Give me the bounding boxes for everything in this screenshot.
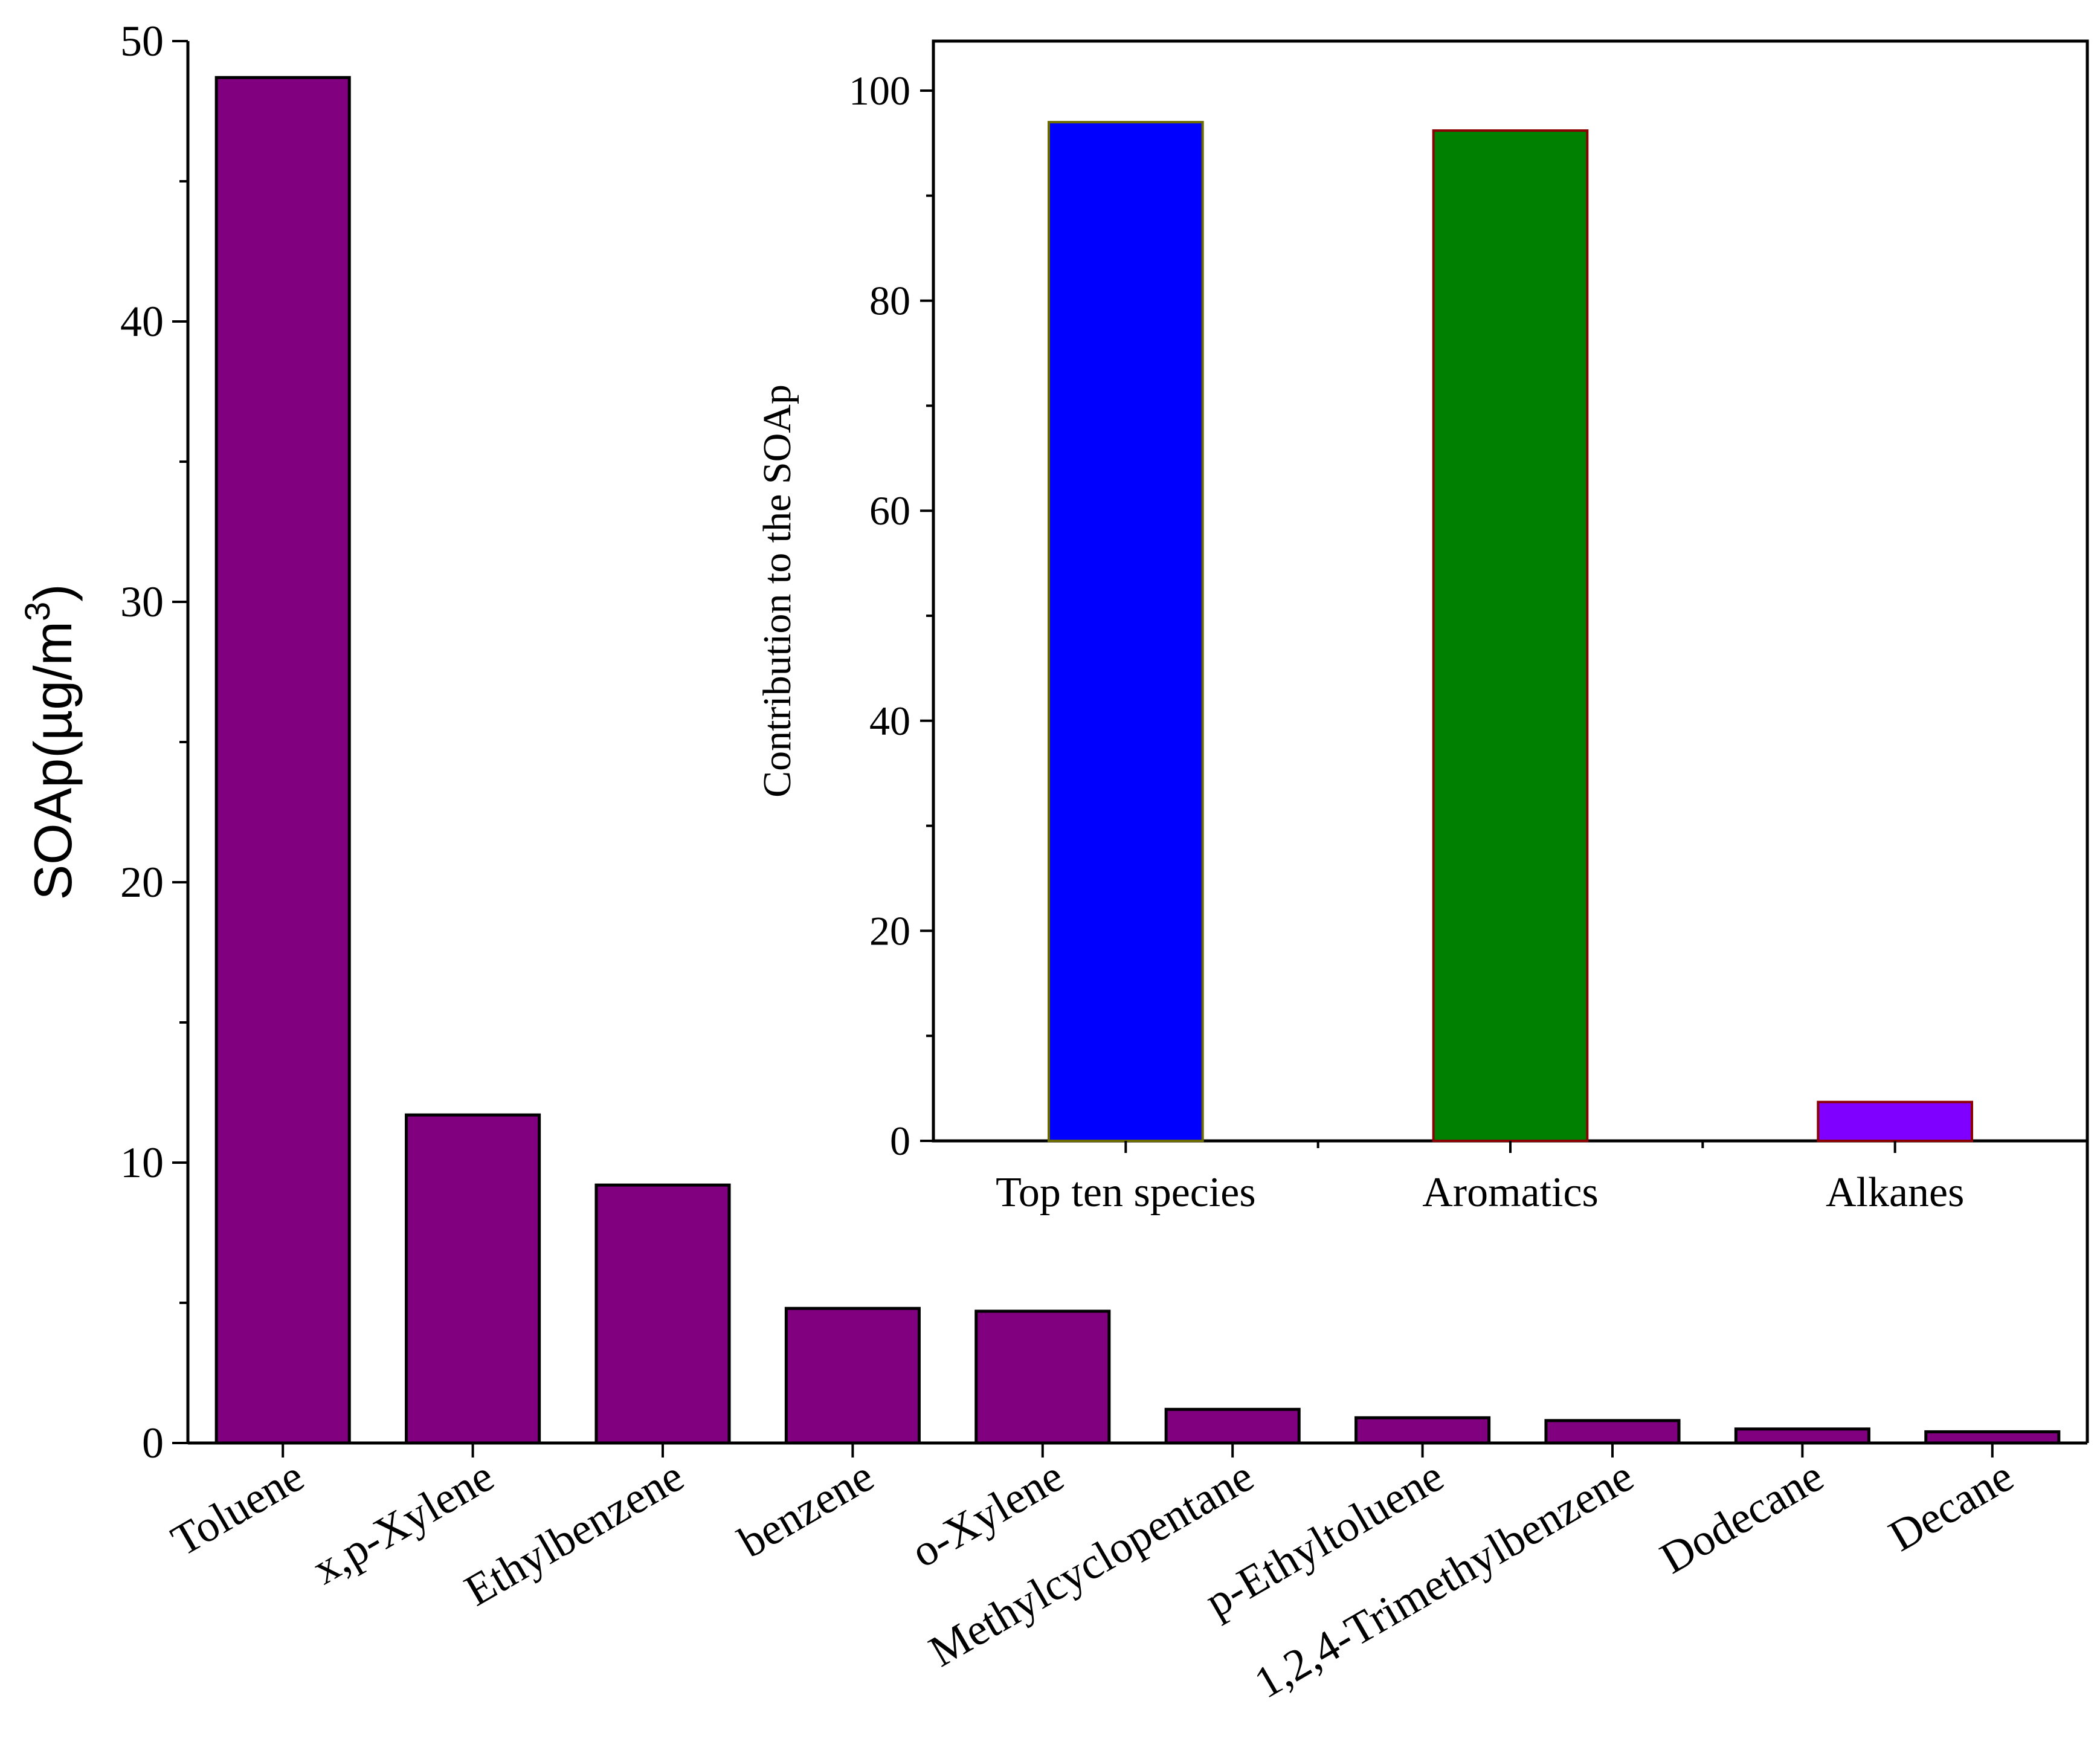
inset-bar: [1048, 121, 1204, 1142]
main-y-tick-label: 30: [120, 578, 164, 626]
main-y-ticks: 0 10 20 30 40 50: [120, 17, 188, 1467]
main-bar: [1544, 1419, 1681, 1445]
main-y-axis-label-sup: 3: [18, 602, 57, 621]
main-bars: [214, 76, 2061, 1445]
main-bar: [594, 1183, 731, 1445]
main-bar: [1164, 1407, 1301, 1445]
main-x-tick-label: o-Xylene: [903, 1451, 1072, 1578]
inset-x-tick-label: Alkanes: [1826, 1169, 1964, 1216]
main-bar: [1354, 1416, 1491, 1445]
main-bar: [784, 1306, 921, 1445]
main-y-tick-label: 20: [120, 858, 164, 906]
main-y-axis-label-close: ): [23, 584, 83, 601]
inset-bars: [1048, 121, 1973, 1143]
main-y-tick-label: 0: [142, 1419, 164, 1467]
main-x-tick-label: Dodecane: [1652, 1451, 1832, 1584]
main-bar: [1734, 1427, 1870, 1445]
main-x-tick-label: benzene: [730, 1451, 882, 1567]
inset-bar: [1817, 1100, 1973, 1142]
inset-y-tick-label: 80: [869, 278, 910, 324]
main-bar: [214, 76, 351, 1445]
inset-x-tick-label: Aromatics: [1422, 1169, 1599, 1216]
inset-bar: [1432, 129, 1589, 1143]
main-bar: [1924, 1430, 2061, 1445]
main-bar: [405, 1113, 541, 1445]
main-y-tick-label: 40: [120, 297, 164, 346]
inset-x-tick-label: Top ten species: [996, 1169, 1256, 1216]
main-x-tick-label: Methylcyclopentane: [921, 1451, 1262, 1677]
main-y-tick-label: 10: [120, 1138, 164, 1187]
main-bar: [974, 1309, 1111, 1445]
main-x-tick-label: Ethylbenzene: [457, 1451, 692, 1616]
main-y-tick-label: 50: [120, 17, 164, 65]
inset-y-tick-label: 40: [869, 698, 910, 744]
inset-chart: 0 20 40 60 80 100 Top ten species Aromatics Alk…: [755, 39, 2089, 1216]
main-y-axis-label: SOAp(µg/m3): [18, 584, 83, 900]
main-x-tick-label: Toluene: [163, 1451, 312, 1566]
inset-y-ticks: 0 20 40 60 80 100: [849, 68, 933, 1164]
inset-y-tick-label: 100: [849, 68, 910, 114]
inset-y-axis-label: Contribution to the SOAp: [755, 384, 799, 798]
inset-y-tick-label: 60: [869, 488, 910, 534]
inset-y-tick-label: 0: [890, 1118, 910, 1164]
main-x-tick-label: Decane: [1881, 1451, 2021, 1561]
inset-y-tick-label: 20: [869, 908, 910, 954]
inset-x-ticks: Top ten species Aromatics Alkanes: [996, 1141, 1964, 1216]
